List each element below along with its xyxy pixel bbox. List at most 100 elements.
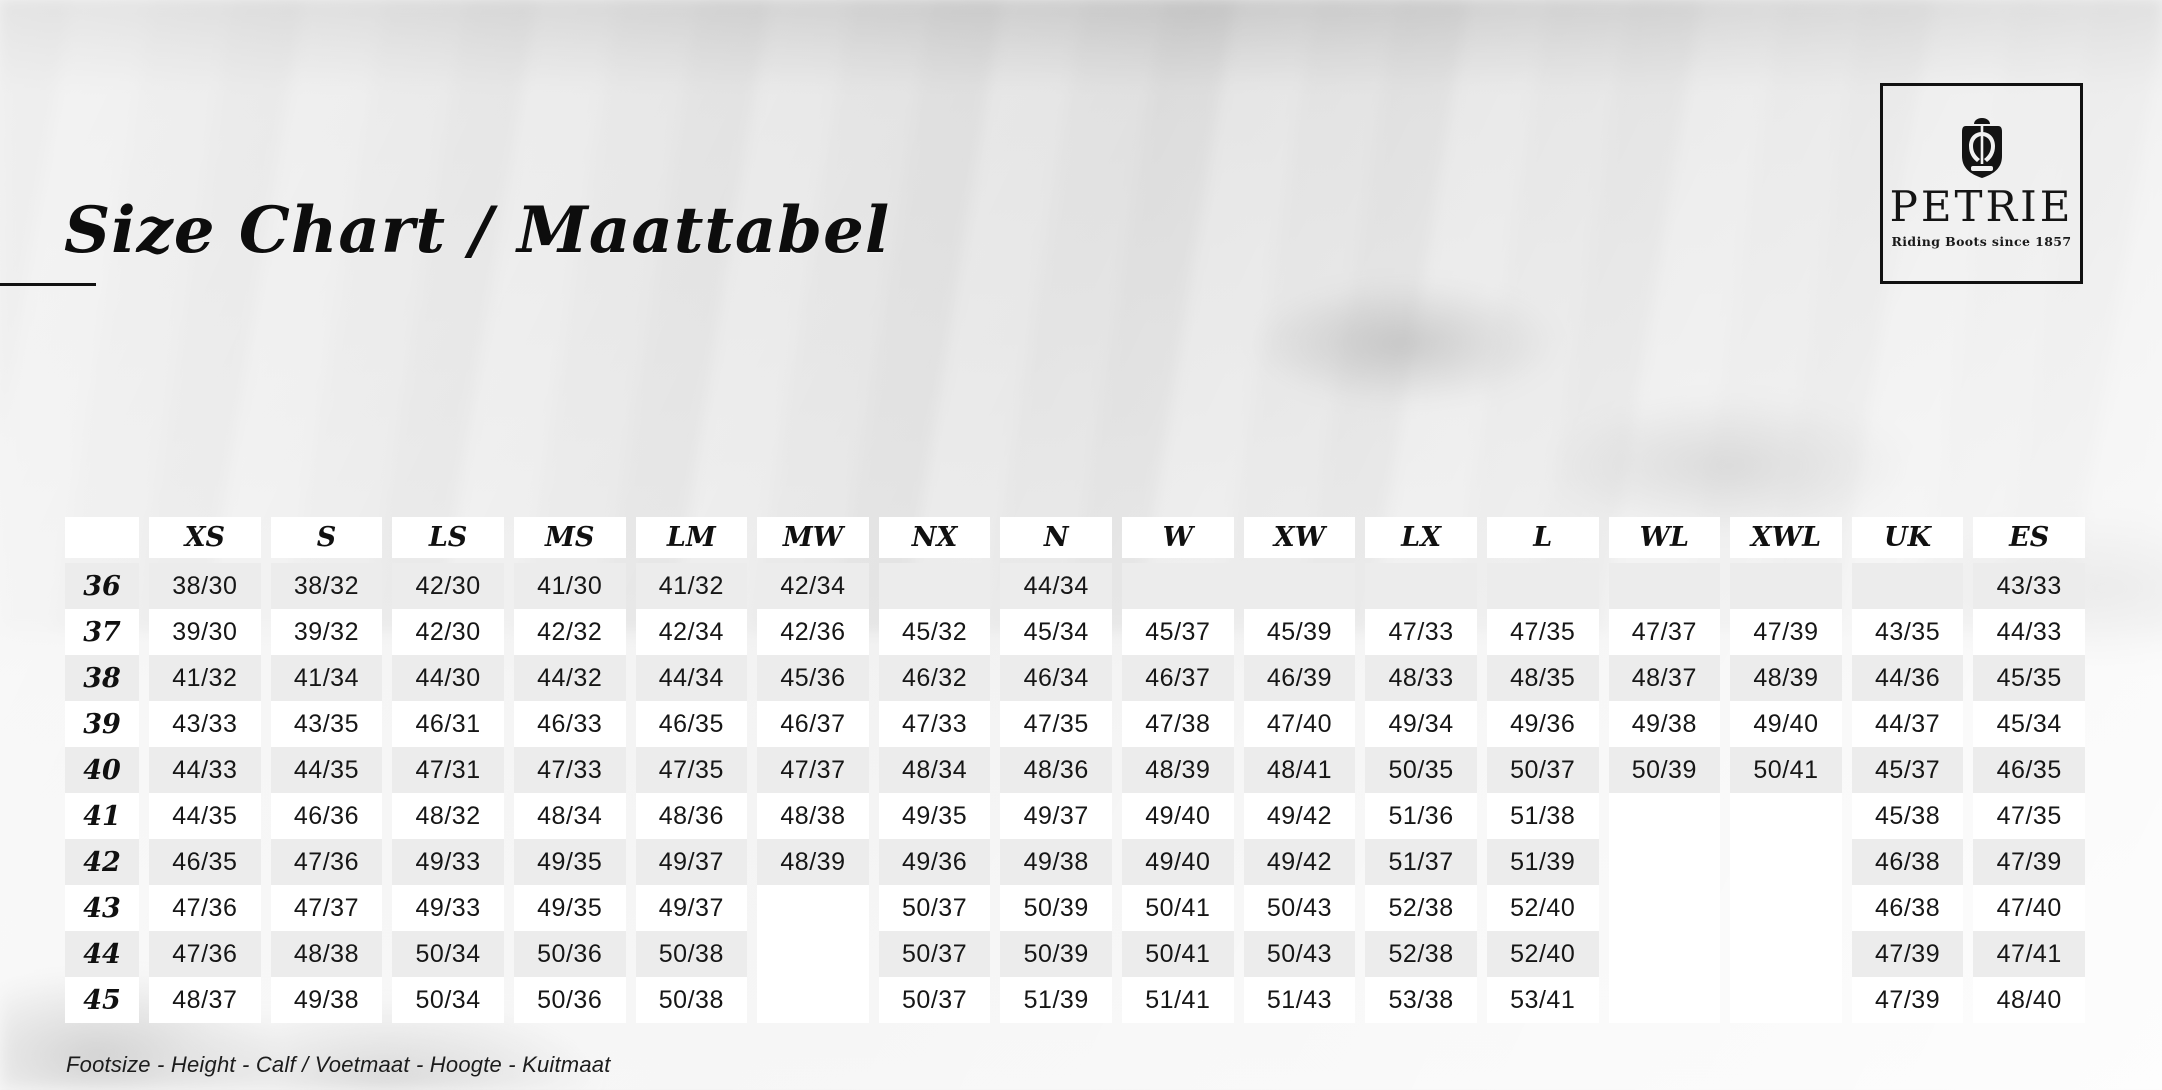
row-label-37: 37 [65,609,139,655]
size-cell-42-nx: 49/36 [878,839,991,885]
size-cell-37-s: 39/32 [270,609,383,655]
size-cell-45-w: 51/41 [1122,977,1234,1023]
size-cell-44-es: 47/41 [1973,931,2085,977]
size-cell-43-wl [1608,885,1721,931]
size-cell-39-s: 43/35 [270,701,383,747]
size-cell-36-uk [1851,563,1964,609]
size-cell-36-es: 43/33 [1973,563,2085,609]
size-cell-39-lx: 49/34 [1365,701,1477,747]
size-cell-39-w: 47/38 [1122,701,1234,747]
size-cell-38-n: 46/34 [1000,655,1112,701]
size-cell-41-es: 47/35 [1973,793,2085,839]
size-cell-36-wl [1608,563,1721,609]
size-cell-36-ls: 42/30 [392,563,504,609]
size-cell-36-lx [1365,563,1477,609]
size-cell-40-lx: 50/35 [1365,747,1477,793]
size-cell-36-s: 38/32 [270,563,383,609]
size-cell-36-l [1486,563,1599,609]
size-cell-39-nx: 47/33 [878,701,991,747]
size-cell-40-xwl: 50/41 [1730,747,1842,793]
size-cell-40-ls: 47/31 [392,747,504,793]
size-cell-38-lm: 44/34 [635,655,748,701]
column-header-nx: NX [878,517,991,558]
size-cell-42-es: 47/39 [1973,839,2085,885]
size-cell-39-ms: 46/33 [513,701,626,747]
size-cell-42-n: 49/38 [1000,839,1112,885]
size-cell-38-ms: 44/32 [513,655,626,701]
size-cell-42-ls: 49/33 [392,839,504,885]
column-header-lx: LX [1365,517,1477,558]
size-cell-45-ms: 50/36 [513,977,626,1023]
size-cell-45-l: 53/41 [1486,977,1599,1023]
size-cell-36-xs: 38/30 [149,563,261,609]
size-cell-44-mw [757,931,869,977]
size-cell-45-mw [757,977,869,1023]
size-cell-37-uk: 43/35 [1851,609,1964,655]
row-label-41: 41 [65,793,139,839]
size-cell-43-ls: 49/33 [392,885,504,931]
size-cell-38-s: 41/34 [270,655,383,701]
size-cell-37-es: 44/33 [1973,609,2085,655]
size-cell-41-w: 49/40 [1122,793,1234,839]
column-header-uk: UK [1851,517,1964,558]
size-cell-39-xs: 43/33 [149,701,261,747]
size-cell-43-w: 50/41 [1122,885,1234,931]
size-cell-42-lm: 49/37 [635,839,748,885]
column-header-s: S [270,517,383,558]
size-cell-45-wl [1608,977,1721,1023]
size-cell-42-ms: 49/35 [513,839,626,885]
size-cell-39-es: 45/34 [1973,701,2085,747]
size-cell-43-lm: 49/37 [635,885,748,931]
size-cell-44-xw: 50/43 [1243,931,1356,977]
size-cell-37-lx: 47/33 [1365,609,1477,655]
size-cell-40-uk: 45/37 [1851,747,1964,793]
size-cell-39-ls: 46/31 [392,701,504,747]
size-cell-44-n: 50/39 [1000,931,1112,977]
size-cell-44-nx: 50/37 [878,931,991,977]
size-cell-45-xwl [1730,977,1842,1023]
column-header-lm: LM [635,517,748,558]
size-cell-40-ms: 47/33 [513,747,626,793]
column-header-n: N [1000,517,1112,558]
size-cell-45-es: 48/40 [1973,977,2085,1023]
row-label-45: 45 [65,977,139,1023]
size-cell-37-nx: 45/32 [878,609,991,655]
size-cell-38-nx: 46/32 [878,655,991,701]
size-cell-37-xwl: 47/39 [1730,609,1842,655]
size-cell-41-xw: 49/42 [1243,793,1356,839]
size-cell-41-ms: 48/34 [513,793,626,839]
size-cell-38-uk: 44/36 [1851,655,1964,701]
size-cell-43-xwl [1730,885,1842,931]
size-cell-37-ms: 42/32 [513,609,626,655]
size-cell-44-s: 48/38 [270,931,383,977]
size-cell-39-l: 49/36 [1486,701,1599,747]
size-cell-38-l: 48/35 [1486,655,1599,701]
size-cell-42-mw: 48/39 [757,839,869,885]
size-cell-38-xw: 46/39 [1243,655,1356,701]
size-cell-45-uk: 47/39 [1851,977,1964,1023]
size-cell-36-w [1122,563,1234,609]
size-cell-43-mw [757,885,869,931]
size-cell-42-lx: 51/37 [1365,839,1477,885]
size-cell-45-xs: 48/37 [149,977,261,1023]
size-cell-36-ms: 41/30 [513,563,626,609]
size-cell-41-xs: 44/35 [149,793,261,839]
size-cell-41-nx: 49/35 [878,793,991,839]
size-cell-44-lx: 52/38 [1365,931,1477,977]
title-underline [0,283,96,286]
column-header-mw: MW [757,517,869,558]
size-cell-43-es: 47/40 [1973,885,2085,931]
column-header-wl: WL [1608,517,1721,558]
size-cell-40-l: 50/37 [1486,747,1599,793]
corner-cell [65,517,139,558]
size-cell-44-xwl [1730,931,1842,977]
size-cell-37-xw: 45/39 [1243,609,1356,655]
size-cell-40-s: 44/35 [270,747,383,793]
column-header-xw: XW [1243,517,1356,558]
table-footnote: Footsize - Height - Calf / Voetmaat - Ho… [66,1052,611,1077]
size-cell-42-xs: 46/35 [149,839,261,885]
size-cell-44-lm: 50/38 [635,931,748,977]
size-cell-38-ls: 44/30 [392,655,504,701]
row-label-38: 38 [65,655,139,701]
size-cell-41-uk: 45/38 [1851,793,1964,839]
